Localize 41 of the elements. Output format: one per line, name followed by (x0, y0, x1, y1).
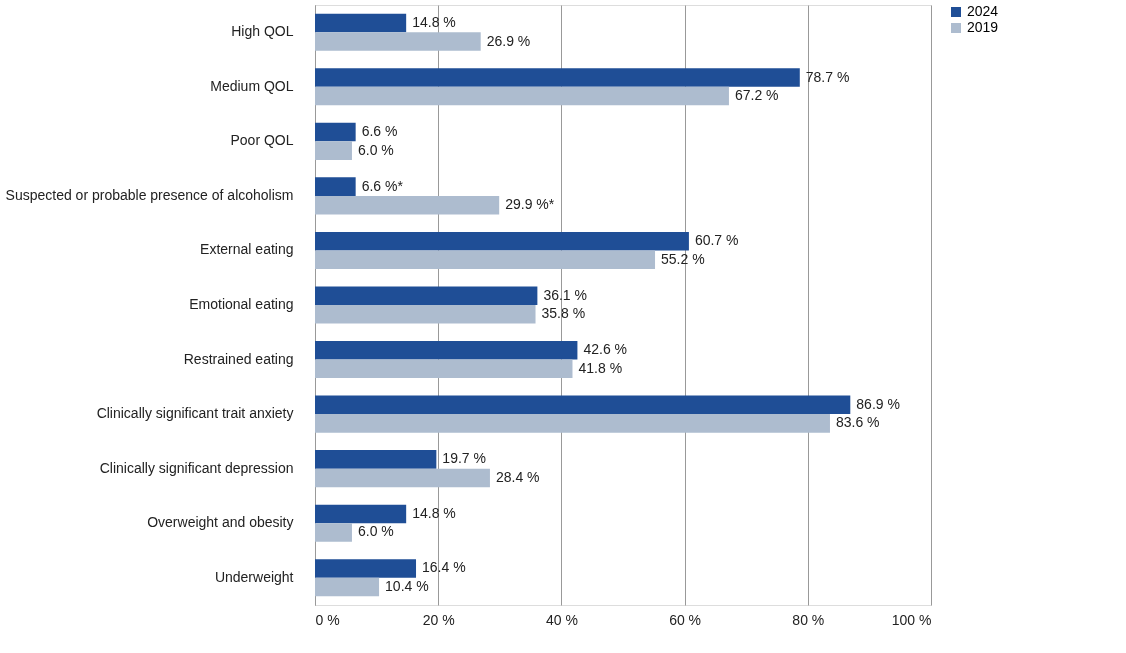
data-label: 29.9 %* (505, 196, 555, 213)
data-label: 67.2 % (734, 87, 779, 104)
data-label: 78.7 % (805, 68, 850, 85)
data-label: 28.4 % (495, 468, 540, 485)
data-label: 6.6 % (361, 123, 398, 140)
y-tick-label: Clinically significant trait anxiety (96, 405, 294, 422)
data-label: 42.6 % (583, 341, 628, 358)
data-label: 16.4 % (422, 559, 466, 576)
y-tick-label: Medium QOL (210, 77, 294, 94)
data-label: 35.8 % (541, 305, 586, 322)
data-label: 6.6 %* (361, 177, 404, 194)
x-tick-label: 80 % (792, 611, 825, 628)
data-label: 86.9 % (856, 395, 900, 412)
data-label: 6.0 % (357, 141, 394, 158)
y-tick-label: Emotional eating (189, 296, 294, 312)
y-tick-label: Restrained eating (183, 350, 294, 367)
legend-label: 2024 (967, 3, 999, 19)
x-tick-label: 20 % (422, 611, 455, 628)
y-tick-label: External eating (200, 241, 294, 258)
data-label: 14.8 % (412, 504, 456, 521)
legend-label: 2019 (967, 19, 999, 35)
y-tick-label: Clinically significant depression (99, 459, 294, 476)
data-label: 83.6 % (835, 414, 880, 431)
y-tick-label: High QOL (231, 23, 294, 40)
data-label: 55.2 % (661, 250, 705, 267)
data-label: 10.4 % (385, 578, 429, 594)
data-label: 41.8 % (578, 359, 623, 376)
data-label: 26.9 % (486, 32, 531, 49)
data-label: 36.1 % (543, 286, 587, 303)
data-label: 14.8 % (412, 14, 456, 30)
y-tick-label: Underweight (214, 568, 294, 585)
x-tick-label: 40 % (545, 611, 578, 628)
x-tick-label: 0 % (315, 611, 340, 628)
data-label: 6.0 % (357, 523, 394, 540)
y-tick-label: Suspected or probable presence of alcoholism (5, 186, 294, 203)
data-label: 19.7 % (442, 450, 486, 467)
data-label: 60.7 % (694, 232, 739, 249)
y-tick-label: Overweight and obesity (147, 514, 294, 531)
x-tick-label: 60 % (669, 611, 702, 628)
x-tick-label: 100 % (891, 611, 932, 628)
y-tick-label: Poor QOL (230, 132, 294, 149)
